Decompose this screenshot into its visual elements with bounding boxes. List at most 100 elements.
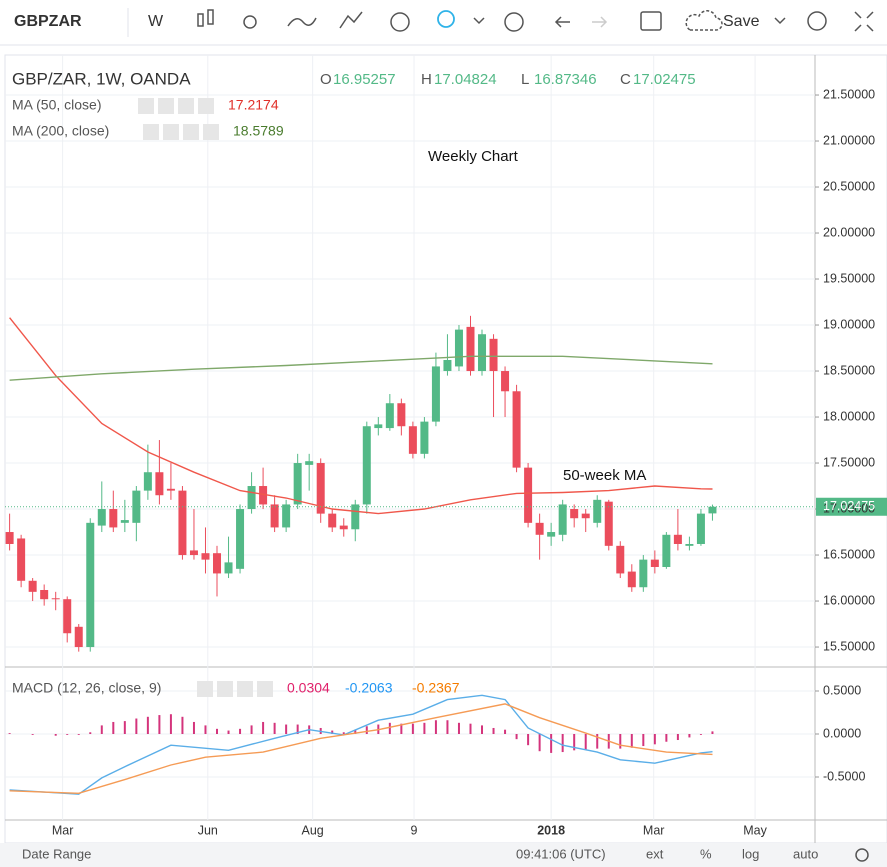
candle-body [466,326,475,372]
y-tick-label: 15.50000 [823,639,875,653]
histogram-value: 0.0304 [287,680,330,696]
y-tick-label: 17.00000 [823,501,875,515]
x-tick-label: Aug [302,823,324,837]
settings-icon[interactable] [807,11,827,31]
candle-body [97,509,106,526]
candle-body [201,553,210,560]
settings-icon[interactable] [855,848,869,862]
moving-average [9,355,713,381]
toolbar [0,0,887,45]
footer [0,843,887,867]
alert-icon[interactable] [390,12,410,32]
indicator-name: MA (200, close) [12,123,109,139]
ohlc-letter: O [320,71,332,88]
candle-body [28,580,37,592]
save-button[interactable]: Save [723,13,760,30]
dropdown[interactable] [774,17,786,25]
candle-body [708,506,717,514]
candle-body [374,424,383,429]
candle-body [316,463,325,514]
candle-body [259,486,268,505]
candle-body [489,338,498,372]
candle-body [478,334,487,372]
candle-body [362,426,371,505]
candle-body [247,486,256,510]
indicator-button [163,124,179,140]
macd-line [9,694,713,795]
percent-toggle[interactable]: % [700,846,712,861]
candle-body [408,426,417,454]
x-tick-label: 2018 [537,823,565,837]
x-tick-label: Mar [52,823,74,837]
date-range[interactable]: Date Range [22,846,91,861]
candle-body [593,499,602,523]
ohlc-value: 16.87346 [534,71,597,88]
candle-body [673,534,682,544]
y-tick-label: 18.00000 [823,409,875,423]
compare-icon[interactable] [339,11,363,29]
y-tick-label: 21.00000 [823,133,875,147]
ohlc-letter: L [521,71,529,88]
symbol[interactable]: GBPZAR [14,13,82,30]
indicator-button [257,681,273,697]
y-tick-label: 20.00000 [823,225,875,239]
indicator-value: 18.5789 [233,123,284,139]
candle-body [616,545,625,574]
y-tick-label: -0.5000 [823,769,865,783]
candle-body [501,371,510,392]
x-tick-label: 9 [411,823,418,837]
y-tick-label: 21.50000 [823,87,875,101]
candle-body [305,461,314,465]
y-tick-label: 19.50000 [823,271,875,285]
fullscreen-icon[interactable] [640,11,662,31]
candle-body [5,532,14,544]
interval[interactable]: W [148,13,164,30]
candle-body [443,359,452,372]
indicator-button [143,124,159,140]
ohlc-value: 16.95257 [333,71,396,88]
candle-body [535,522,544,535]
ext-toggle[interactable]: ext [646,846,664,861]
candle-body [397,403,406,427]
marks [5,315,887,795]
y-tick-label: 0.0000 [823,726,861,740]
candle-body [120,520,129,523]
toolbar-icons[interactable] [197,9,874,32]
last-price-box [816,497,887,516]
auto-toggle[interactable]: auto [793,846,818,861]
clock: 09:41:06 (UTC) [516,846,606,861]
dropdown[interactable] [473,17,485,25]
indicator-icon[interactable] [243,15,257,29]
log-toggle[interactable]: log [742,846,759,861]
candle-body [604,501,613,546]
candle-body [339,525,348,530]
replay-icon[interactable] [504,12,524,32]
indicator-button [158,98,174,114]
redo-icon[interactable] [592,16,608,28]
candle-body [166,488,175,491]
candle-body [51,598,60,600]
candles-icon[interactable] [197,13,204,27]
candle-body [109,509,118,528]
indicator-button [183,124,199,140]
x-tick-label: May [743,823,767,837]
y-tick-label: 19.00000 [823,317,875,331]
candle-body [143,472,152,491]
line-icon[interactable] [287,17,317,27]
macd-value: -0.2063 [345,680,393,696]
candle-body [685,543,694,546]
cloud-icon[interactable] [685,10,723,31]
ohlc-letter: C [620,71,631,88]
candle-body [132,490,141,523]
y-tick-label: 18.50000 [823,363,875,377]
candles-icon[interactable] [207,9,214,25]
ideas-icon[interactable] [437,10,455,28]
candle-body [431,366,440,422]
ohlc-letter: H [421,71,432,88]
y-tick-label: 20.50000 [823,179,875,193]
undo-icon[interactable] [554,16,570,28]
y-tick-label: 17.50000 [823,455,875,469]
expand-icon[interactable] [854,11,874,32]
indicator-button [237,681,253,697]
